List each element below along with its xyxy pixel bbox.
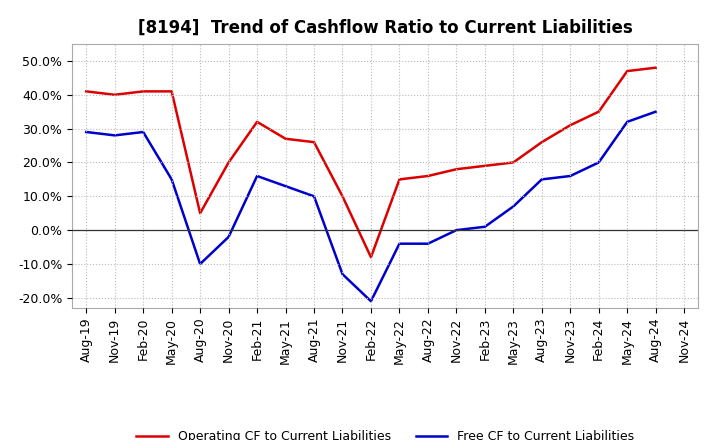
- Free CF to Current Liabilities: [595, 160, 603, 165]
- Free CF to Current Liabilities: [110, 133, 119, 138]
- Operating CF to Current Liabilities: [110, 92, 119, 97]
- Free CF to Current Liabilities: [196, 261, 204, 267]
- Operating CF to Current Liabilities: [366, 255, 375, 260]
- Free CF to Current Liabilities: [338, 271, 347, 277]
- Operating CF to Current Liabilities: [196, 211, 204, 216]
- Line: Operating CF to Current Liabilities: Operating CF to Current Liabilities: [86, 68, 656, 257]
- Operating CF to Current Liabilities: [253, 119, 261, 125]
- Operating CF to Current Liabilities: [480, 163, 489, 169]
- Operating CF to Current Liabilities: [509, 160, 518, 165]
- Free CF to Current Liabilities: [310, 194, 318, 199]
- Operating CF to Current Liabilities: [82, 89, 91, 94]
- Operating CF to Current Liabilities: [652, 65, 660, 70]
- Free CF to Current Liabilities: [480, 224, 489, 229]
- Operating CF to Current Liabilities: [310, 139, 318, 145]
- Free CF to Current Liabilities: [366, 299, 375, 304]
- Title: [8194]  Trend of Cashflow Ratio to Current Liabilities: [8194] Trend of Cashflow Ratio to Curren…: [138, 19, 633, 37]
- Operating CF to Current Liabilities: [139, 89, 148, 94]
- Free CF to Current Liabilities: [537, 177, 546, 182]
- Operating CF to Current Liabilities: [423, 173, 432, 179]
- Operating CF to Current Liabilities: [282, 136, 290, 141]
- Free CF to Current Liabilities: [395, 241, 404, 246]
- Free CF to Current Liabilities: [623, 119, 631, 125]
- Line: Free CF to Current Liabilities: Free CF to Current Liabilities: [86, 112, 656, 301]
- Operating CF to Current Liabilities: [623, 69, 631, 74]
- Free CF to Current Liabilities: [253, 173, 261, 179]
- Operating CF to Current Liabilities: [537, 139, 546, 145]
- Free CF to Current Liabilities: [139, 129, 148, 135]
- Operating CF to Current Liabilities: [395, 177, 404, 182]
- Free CF to Current Liabilities: [225, 234, 233, 239]
- Free CF to Current Liabilities: [423, 241, 432, 246]
- Free CF to Current Liabilities: [282, 183, 290, 189]
- Legend: Operating CF to Current Liabilities, Free CF to Current Liabilities: Operating CF to Current Liabilities, Fre…: [131, 425, 639, 440]
- Operating CF to Current Liabilities: [225, 160, 233, 165]
- Free CF to Current Liabilities: [566, 173, 575, 179]
- Free CF to Current Liabilities: [167, 177, 176, 182]
- Free CF to Current Liabilities: [82, 129, 91, 135]
- Operating CF to Current Liabilities: [566, 123, 575, 128]
- Free CF to Current Liabilities: [509, 204, 518, 209]
- Free CF to Current Liabilities: [452, 227, 461, 233]
- Operating CF to Current Liabilities: [338, 194, 347, 199]
- Operating CF to Current Liabilities: [452, 167, 461, 172]
- Free CF to Current Liabilities: [652, 109, 660, 114]
- Operating CF to Current Liabilities: [167, 89, 176, 94]
- Operating CF to Current Liabilities: [595, 109, 603, 114]
